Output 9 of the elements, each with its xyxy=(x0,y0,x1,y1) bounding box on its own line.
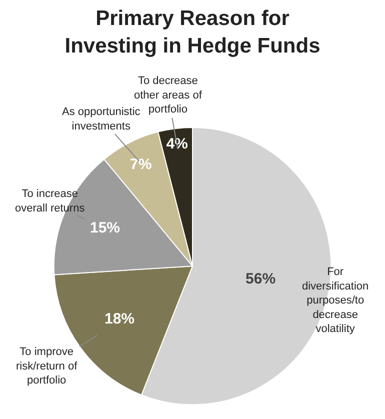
data-label: 15% xyxy=(90,220,120,237)
slice-label: For diversification purposes/to decrease volatility xyxy=(302,266,369,336)
data-label: 56% xyxy=(246,270,276,288)
data-label: 7% xyxy=(130,156,152,174)
data-label: 18% xyxy=(104,310,135,328)
slice-label: As opportunistic investments xyxy=(62,106,141,132)
slice-label: To improve risk/return of portfolio xyxy=(16,346,78,387)
chart-title: Primary Reason for Investing in Hedge Funds xyxy=(64,7,320,58)
data-label: 4% xyxy=(166,135,188,152)
